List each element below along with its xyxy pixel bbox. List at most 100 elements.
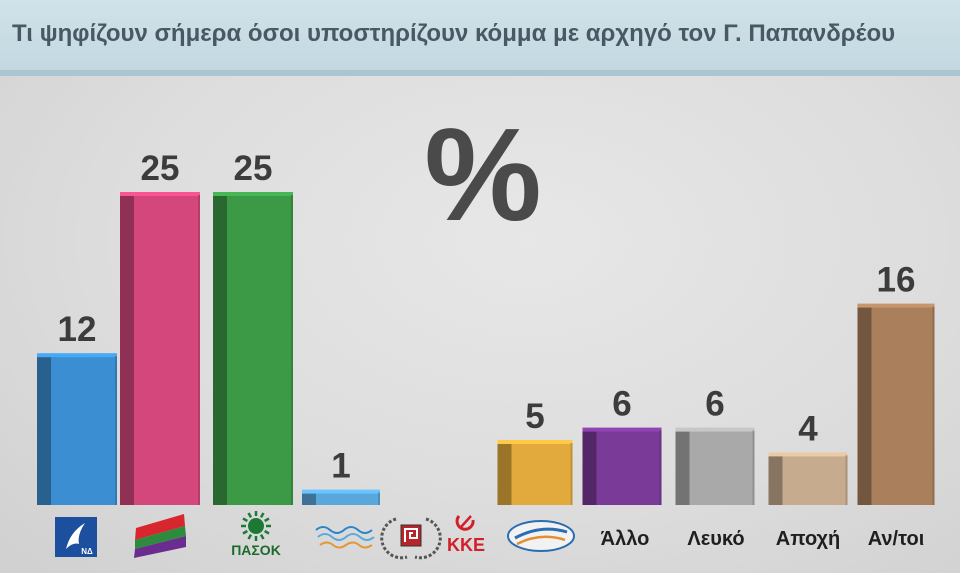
value-label-4: 1 [331,447,350,486]
bar-2-top [120,192,200,196]
category-label: Άλλο [601,528,650,550]
bar-1-side [37,356,51,505]
bar-10-top [768,452,848,457]
category-3: ΠΑΣΟΚ [231,511,281,558]
bar-2-edge [198,195,200,505]
category-1: ΝΔ [55,517,97,557]
nd-logo-flame [66,523,85,549]
value-label-10: 4 [798,409,818,448]
bar-9-top [675,427,755,432]
bar-4-front [302,492,380,505]
bar-3-edge [291,195,293,505]
bar-4 [302,489,380,505]
golden-dawn-logo-laurel [380,517,408,560]
category-4 [315,526,375,549]
value-label-1: 12 [58,310,97,349]
category-8: Άλλο [601,528,650,550]
category-label: Λευκό [687,528,744,550]
anel-logo-swoosh [514,527,568,540]
bar-8-edge [659,430,662,505]
category-5 [380,517,442,560]
value-label-7: 5 [525,397,544,436]
bar-9 [675,427,755,505]
category-10: Αποχή [776,528,840,550]
bar-2 [120,192,200,505]
nd-logo: ΝΔ [55,517,97,557]
value-label-11: 16 [877,261,916,300]
bar-11-top [857,303,935,308]
bar-8 [582,427,662,505]
syriza-logo [134,514,186,558]
golden-dawn-logo [380,517,442,560]
bar-10-edge [845,455,848,505]
kke-logo-text: ΚΚΕ [447,535,485,555]
pasok-logo-sun-ray [264,517,270,523]
kke-logo-hammer [460,515,472,528]
value-label-3: 25 [234,149,273,188]
anel-logo-swoosh [516,535,566,546]
category-label: Αποχή [776,528,840,550]
pasok-logo: ΠΑΣΟΚ [231,511,281,558]
bar-11 [857,303,935,505]
potami-logo-wave [315,526,373,534]
bar-3 [213,192,293,505]
category-2 [134,514,186,558]
header-band: Τι ψηφίζουν σήμερα όσοι υποστηρίζουν κόμ… [0,0,960,76]
value-labels: 12 25 25 1 5 6 6 4 16 [58,149,916,486]
bar-4-side [302,492,316,505]
syriza-logo-purple-band [134,536,186,558]
category-11: Αν/τοι [868,528,925,550]
kke-logo-sickle [455,515,475,531]
bar-7 [497,440,573,505]
bar-8-top [582,427,662,432]
bar-11-side [857,306,872,505]
bar-10-side [768,455,783,505]
syriza-logo-red-band [135,514,185,540]
bar-7-side [497,443,512,505]
value-label-2: 25 [141,149,180,188]
value-label-8: 6 [612,385,631,424]
bar-7-top [497,440,573,444]
pasok-logo-sun-ray [247,512,253,518]
bar-11-edge [932,306,935,505]
category-7 [507,520,575,552]
bar-4-top [302,489,380,494]
potami-logo [315,526,375,549]
golden-dawn-logo-laurel [414,517,442,560]
pasok-logo-text: ΠΑΣΟΚ [231,542,281,558]
percent-unit-symbol: % [424,101,541,248]
pasok-logo-sun-ray [247,534,253,540]
pasok-logo-sun-ray [259,512,265,518]
chart-title: Τι ψηφίζουν σήμερα όσοι υποστηρίζουν κόμ… [12,22,896,46]
bar-8-side [582,430,597,505]
pasok-logo-sun-ray [259,534,265,540]
bar-9-side [675,430,690,505]
pasok-logo-sun-ray [242,517,248,523]
pasok-logo-sun-ray [242,529,248,535]
golden-dawn-logo-meander [404,528,418,542]
category-axis: ΝΔ ΠΑΣΟΚ ΚΚΕ Άλλο Λευκό Αποχή Αν/τοι [55,511,925,560]
bars [37,192,935,505]
bar-3-top [213,192,293,196]
pasok-logo-sun [248,518,264,534]
potami-logo-wave [317,533,375,541]
bar-2-side [120,195,134,505]
bar-1-top [37,353,117,358]
pasok-logo-sun-ray [264,529,270,535]
nd-logo-text: ΝΔ [81,547,93,556]
anel-logo [507,520,575,552]
category-9: Λευκό [687,528,744,550]
category-label: Αν/τοι [868,528,925,550]
bar-10 [768,452,848,505]
kke-logo: ΚΚΕ [447,515,485,555]
potami-logo-wave [319,541,373,549]
category-6: ΚΚΕ [447,515,485,555]
bar-3-side [213,195,227,505]
bar-1-edge [115,356,117,505]
bar-4-edge [378,492,380,505]
value-label-9: 6 [705,385,724,424]
bar-1 [37,353,117,505]
bar-9-edge [752,430,755,505]
bar-7-edge [570,443,573,505]
